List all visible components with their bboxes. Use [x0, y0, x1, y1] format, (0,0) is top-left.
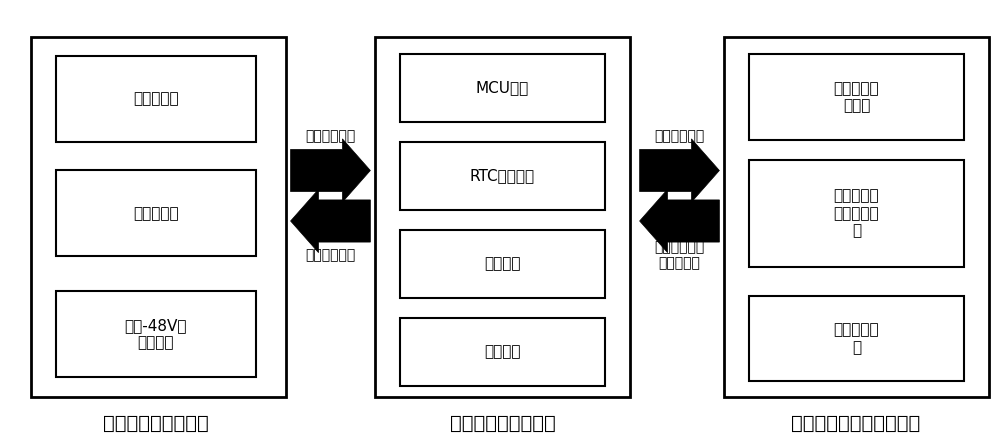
Text: RTC时钟模块: RTC时钟模块 — [470, 168, 535, 183]
Bar — [400, 318, 605, 386]
Text: 数据编译解
析模块: 数据编译解 析模块 — [834, 81, 879, 113]
Bar — [56, 291, 256, 377]
Polygon shape — [291, 189, 370, 253]
Text: 控制命令下发: 控制命令下发 — [305, 248, 356, 262]
Bar — [749, 160, 964, 267]
Bar — [400, 230, 605, 298]
Bar — [749, 296, 964, 381]
Bar — [375, 37, 630, 396]
Bar — [724, 37, 989, 396]
Polygon shape — [640, 139, 719, 202]
Text: MCU模块: MCU模块 — [476, 80, 529, 95]
Text: 控制命令模
块: 控制命令模 块 — [834, 322, 879, 354]
Text: 三路继电器: 三路继电器 — [133, 206, 179, 221]
Text: 通信模组: 通信模组 — [484, 344, 521, 359]
Text: 数据采集上报: 数据采集上报 — [305, 129, 356, 143]
Bar — [56, 56, 256, 142]
Text: 数据采集及执行单元: 数据采集及执行单元 — [103, 414, 209, 433]
Text: 数据展示及控制应用单元: 数据展示及控制应用单元 — [791, 414, 921, 433]
Text: 控制命令下发
蜂窝物联网: 控制命令下发 蜂窝物联网 — [654, 240, 705, 271]
Polygon shape — [291, 139, 370, 202]
Bar — [400, 54, 605, 122]
Text: 数据处理及传输单元: 数据处理及传输单元 — [450, 414, 556, 433]
Text: 三路-48V负
极输出组: 三路-48V负 极输出组 — [125, 318, 187, 351]
Polygon shape — [640, 189, 719, 253]
Text: 数据处理上报: 数据处理上报 — [654, 129, 705, 143]
Text: 数据展示及
告警推送模
块: 数据展示及 告警推送模 块 — [834, 188, 879, 238]
Bar — [400, 142, 605, 210]
Text: 三路控制板: 三路控制板 — [133, 91, 179, 107]
Text: 电源模块: 电源模块 — [484, 256, 521, 271]
Bar — [31, 37, 286, 396]
Bar — [749, 54, 964, 140]
Bar — [56, 171, 256, 256]
